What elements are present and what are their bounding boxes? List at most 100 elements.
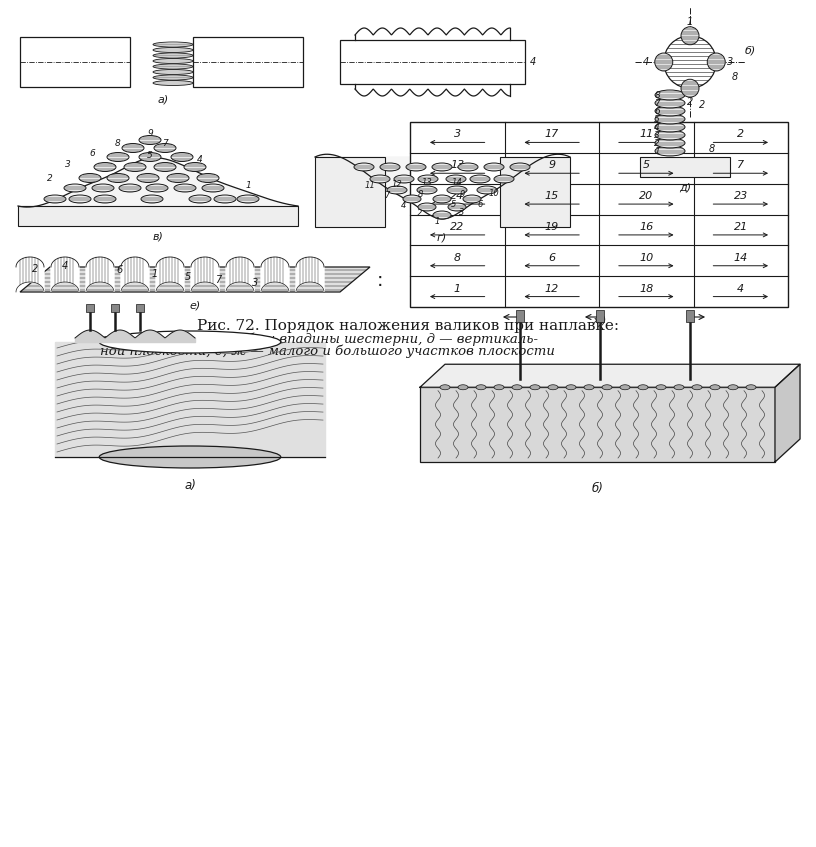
Text: 8: 8 bbox=[709, 144, 715, 154]
Text: 3: 3 bbox=[65, 159, 71, 169]
Polygon shape bbox=[18, 158, 298, 207]
Ellipse shape bbox=[654, 53, 672, 71]
Ellipse shape bbox=[433, 195, 451, 203]
Ellipse shape bbox=[167, 174, 189, 182]
Ellipse shape bbox=[476, 385, 486, 390]
Text: 5: 5 bbox=[643, 160, 650, 170]
Ellipse shape bbox=[440, 385, 450, 390]
Text: г): г) bbox=[437, 232, 447, 242]
Text: 21: 21 bbox=[734, 222, 748, 232]
Text: а): а) bbox=[157, 94, 169, 104]
Ellipse shape bbox=[79, 174, 101, 182]
Text: Рис. 72. Порядок наложения валиков при наплавке:: Рис. 72. Порядок наложения валиков при н… bbox=[197, 319, 619, 333]
Ellipse shape bbox=[153, 80, 193, 86]
Text: 1: 1 bbox=[434, 217, 440, 225]
Text: 20: 20 bbox=[639, 191, 654, 201]
Ellipse shape bbox=[655, 98, 685, 108]
Ellipse shape bbox=[44, 195, 66, 203]
Text: 10: 10 bbox=[639, 252, 654, 263]
Ellipse shape bbox=[433, 211, 451, 219]
Ellipse shape bbox=[655, 122, 685, 132]
Polygon shape bbox=[156, 257, 184, 292]
Ellipse shape bbox=[139, 136, 161, 145]
Ellipse shape bbox=[710, 385, 720, 390]
Text: 7: 7 bbox=[737, 160, 744, 170]
Ellipse shape bbox=[530, 385, 540, 390]
Ellipse shape bbox=[655, 114, 685, 124]
Text: 6: 6 bbox=[654, 107, 660, 115]
Text: д): д) bbox=[679, 182, 691, 192]
Ellipse shape bbox=[432, 163, 452, 171]
Text: 1: 1 bbox=[152, 269, 158, 279]
Text: 17: 17 bbox=[544, 130, 559, 140]
Text: 1: 1 bbox=[245, 180, 251, 190]
Ellipse shape bbox=[655, 146, 685, 156]
Ellipse shape bbox=[153, 58, 193, 64]
Ellipse shape bbox=[153, 42, 193, 47]
Text: 22: 22 bbox=[450, 222, 464, 232]
Text: 4: 4 bbox=[62, 261, 68, 271]
Text: б): б) bbox=[745, 45, 756, 55]
Polygon shape bbox=[86, 257, 114, 292]
Text: 13: 13 bbox=[422, 178, 432, 186]
Ellipse shape bbox=[370, 175, 390, 183]
Bar bbox=[420, 387, 775, 462]
Bar bbox=[686, 310, 694, 322]
Ellipse shape bbox=[448, 203, 466, 211]
Bar bbox=[136, 304, 144, 312]
Text: 9: 9 bbox=[548, 160, 556, 170]
Polygon shape bbox=[55, 342, 325, 457]
Text: 5: 5 bbox=[147, 151, 153, 159]
Polygon shape bbox=[226, 257, 254, 292]
Polygon shape bbox=[315, 154, 570, 219]
Polygon shape bbox=[20, 267, 370, 292]
Text: 4: 4 bbox=[654, 123, 660, 131]
Ellipse shape bbox=[122, 143, 144, 152]
Text: :: : bbox=[377, 270, 384, 290]
Text: ж): ж) bbox=[592, 315, 606, 325]
Text: 2: 2 bbox=[687, 97, 693, 108]
Ellipse shape bbox=[655, 138, 685, 148]
Ellipse shape bbox=[354, 163, 374, 171]
Text: 3: 3 bbox=[727, 57, 734, 67]
Ellipse shape bbox=[153, 69, 193, 75]
Text: 7: 7 bbox=[384, 191, 390, 200]
Ellipse shape bbox=[494, 175, 514, 183]
Ellipse shape bbox=[477, 186, 497, 194]
Ellipse shape bbox=[174, 184, 196, 192]
Text: 4: 4 bbox=[737, 284, 744, 294]
Text: 14: 14 bbox=[451, 178, 463, 186]
Text: 7: 7 bbox=[162, 139, 168, 147]
Ellipse shape bbox=[584, 385, 594, 390]
Bar bbox=[18, 206, 298, 226]
Ellipse shape bbox=[64, 184, 86, 192]
Ellipse shape bbox=[512, 385, 522, 390]
Ellipse shape bbox=[510, 163, 530, 171]
Text: 6: 6 bbox=[117, 265, 123, 275]
Text: а): а) bbox=[184, 479, 196, 492]
Ellipse shape bbox=[638, 385, 648, 390]
Bar bbox=[18, 206, 298, 226]
Ellipse shape bbox=[237, 195, 259, 203]
Ellipse shape bbox=[463, 195, 481, 203]
Ellipse shape bbox=[470, 175, 490, 183]
Bar bbox=[20, 37, 130, 87]
Text: 2: 2 bbox=[737, 130, 744, 140]
Ellipse shape bbox=[692, 385, 702, 390]
Ellipse shape bbox=[602, 385, 612, 390]
Ellipse shape bbox=[153, 75, 193, 80]
Bar bbox=[86, 304, 94, 312]
Ellipse shape bbox=[69, 195, 91, 203]
Ellipse shape bbox=[189, 195, 211, 203]
Ellipse shape bbox=[154, 163, 176, 171]
Ellipse shape bbox=[146, 184, 168, 192]
Bar bbox=[640, 157, 730, 177]
Ellipse shape bbox=[137, 174, 159, 182]
Ellipse shape bbox=[447, 186, 467, 194]
Bar bbox=[340, 40, 525, 84]
Polygon shape bbox=[420, 364, 800, 387]
Ellipse shape bbox=[107, 152, 129, 162]
Ellipse shape bbox=[92, 184, 114, 192]
Polygon shape bbox=[121, 257, 149, 292]
Text: 11: 11 bbox=[639, 130, 654, 140]
